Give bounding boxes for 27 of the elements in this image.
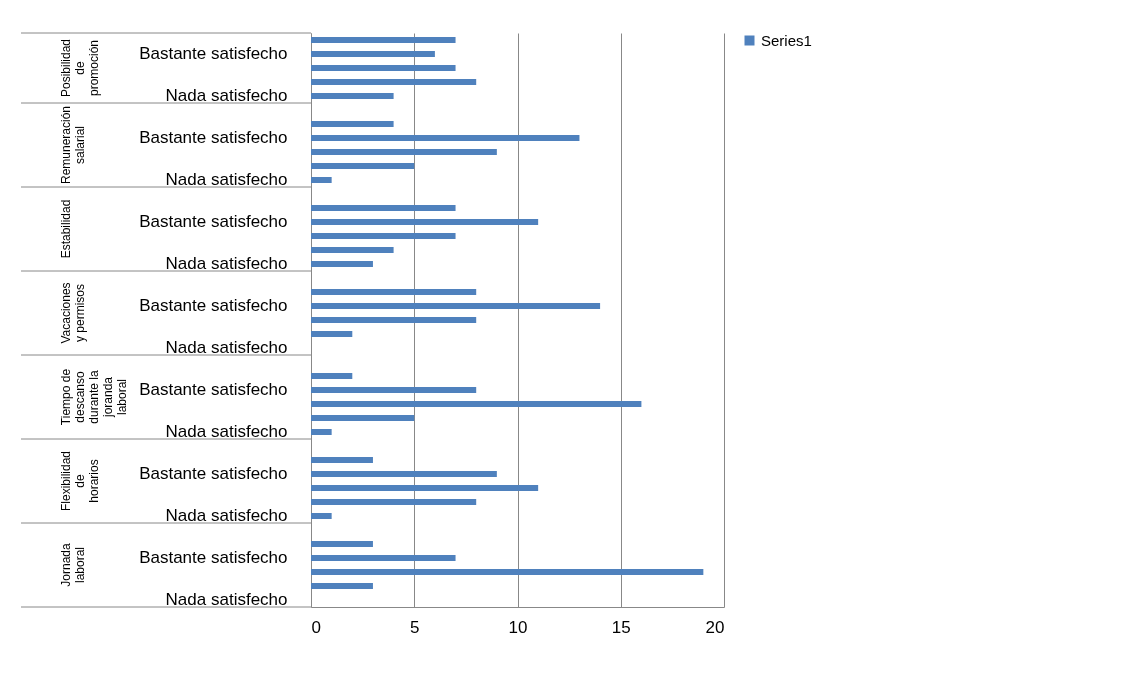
y-tick-label: Nada satisfecho (165, 422, 288, 441)
y-tick-label: Bastante satisfecho (139, 548, 288, 567)
text: Remuneración salarial (59, 105, 87, 185)
x-tick-label: 15 (611, 617, 631, 637)
text: Jornada laboral (59, 543, 87, 587)
x-tick-label: 0 (311, 617, 321, 637)
y-tick-label: Nada satisfecho (165, 254, 288, 273)
y-tick-label: Nada satisfecho (165, 506, 288, 525)
text: Flexibilidad de horarios (59, 450, 101, 512)
y-tick-label: Bastante satisfecho (139, 212, 288, 231)
text: Tiempo de descanso durante la joranda laboral (59, 368, 129, 426)
text: Vacaciones y permisos (59, 282, 87, 344)
y-tick-label: Bastante satisfecho (139, 44, 288, 63)
y-tick-label: Bastante satisfecho (139, 464, 288, 483)
y-tick-label: Nada satisfecho (165, 338, 288, 357)
legend-label: Series1 (761, 31, 812, 49)
text: Estabilidad (59, 199, 73, 259)
y-tick-label: Bastante satisfecho (139, 296, 288, 315)
text: Posibilidad de promoción (59, 38, 101, 98)
x-tick-label: 5 (410, 617, 420, 637)
y-tick-label: Bastante satisfecho (139, 128, 288, 147)
y-tick-label: Nada satisfecho (165, 170, 288, 189)
y-tick-label: Nada satisfecho (165, 590, 288, 609)
y-tick-label: Nada satisfecho (165, 86, 288, 105)
x-tick-label: 10 (508, 617, 528, 637)
x-tick-label: 20 (705, 617, 725, 637)
y-tick-label: Bastante satisfecho (139, 380, 288, 399)
